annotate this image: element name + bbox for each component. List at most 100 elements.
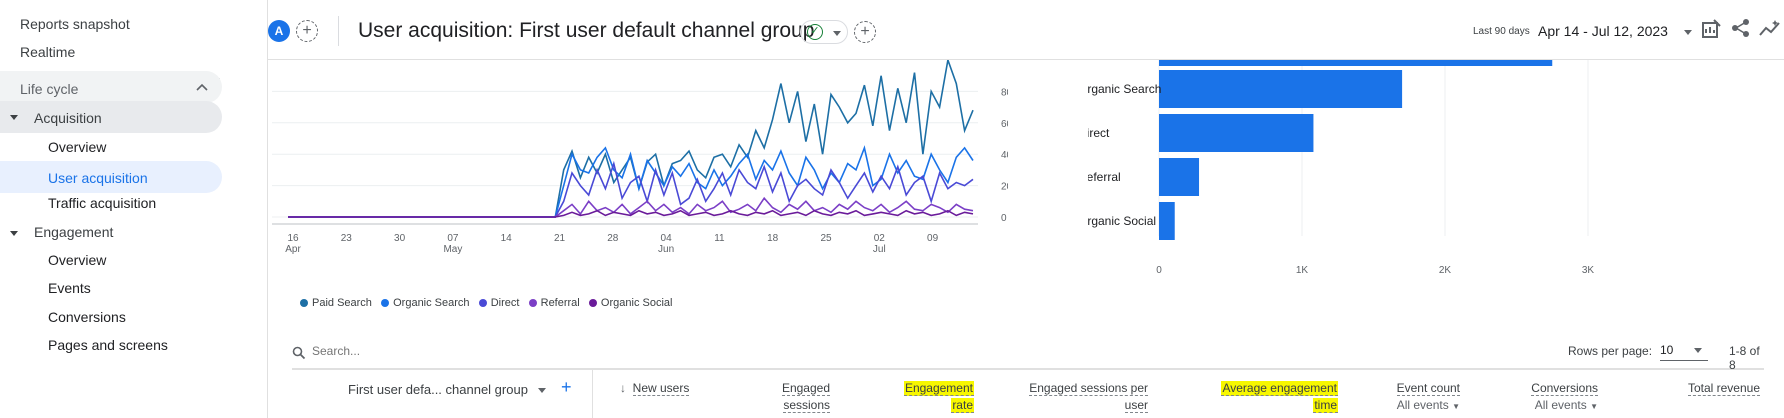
x-tick-label: 1K	[1296, 265, 1309, 276]
bar-chart[interactable]: 0 1K 2K 3K Organic Search Direct Referral Organ…	[1088, 60, 1748, 292]
column-total-revenue[interactable]: Total revenue	[1687, 381, 1760, 396]
sidebar-item-acq-overview[interactable]: Overview	[48, 139, 107, 155]
sidebar-user-acquisition-label: User acquisition	[48, 170, 148, 186]
bar-category-label: Referral	[1088, 170, 1121, 184]
avatar[interactable]: A	[268, 20, 290, 42]
dropdown-arrow-icon	[833, 31, 841, 36]
x-tick-label: 02	[874, 233, 886, 244]
dropdown-arrow-icon	[1694, 348, 1702, 353]
x-month-label: Apr	[285, 244, 301, 255]
series-line-paid-search[interactable]	[288, 56, 974, 218]
legend-item-paid-search[interactable]: Paid Search	[300, 297, 372, 309]
sidebar-nav: Reports snapshot Realtime Life cycle Acq…	[0, 0, 268, 418]
sidebar-item-user-acquisition[interactable]: User acquisition	[0, 161, 222, 193]
sidebar-engagement-label: Engagement	[34, 224, 114, 240]
insights-icon[interactable]	[1758, 18, 1782, 40]
sidebar-item-eng-overview[interactable]: Overview	[48, 252, 107, 268]
sidebar-item-reports-snapshot[interactable]: Reports snapshot	[20, 16, 130, 32]
rows-per-page-label: Rows per page:	[1568, 344, 1653, 358]
caret-down-icon	[10, 231, 18, 236]
bar-direct[interactable]	[1159, 114, 1314, 152]
y-tick-label: 80	[1001, 87, 1008, 98]
share-icon[interactable]	[1730, 17, 1752, 39]
page-title: User acquisition: First user default cha…	[358, 19, 815, 42]
x-tick-label: 07	[447, 233, 459, 244]
sidebar-item-acquisition[interactable]: Acquisition	[0, 101, 222, 133]
column-engaged-sessions[interactable]: Engaged sessions	[781, 381, 830, 413]
date-range-picker[interactable]: Apr 14 - Jul 12, 2023	[1538, 23, 1668, 39]
legend-item-referral[interactable]: Referral	[528, 297, 580, 309]
sort-desc-icon: ↓	[620, 381, 626, 395]
x-tick-label: 09	[927, 233, 939, 244]
dimension-dropdown-icon[interactable]	[538, 388, 546, 393]
bar-paid-search[interactable]	[1159, 60, 1553, 66]
y-tick-label: 40	[1001, 150, 1008, 161]
y-tick-label: 20	[1001, 182, 1008, 193]
date-range-value: Apr 14 - Jul 12, 2023	[1538, 23, 1668, 39]
add-filter-icon[interactable]: +	[854, 21, 876, 43]
caret-down-icon	[10, 115, 18, 120]
x-month-label: May	[443, 244, 462, 255]
search-icon	[292, 346, 306, 360]
x-tick-label: 0	[1156, 265, 1162, 276]
sidebar-item-realtime[interactable]: Realtime	[20, 44, 76, 60]
sidebar-item-pages-screens[interactable]: Pages and screens	[48, 337, 168, 353]
bar-organic-search[interactable]	[1159, 70, 1403, 108]
data-table: Rows per page: 10 1-8 of 8 First user de…	[268, 333, 1784, 418]
pagination-range: 1-8 of 8	[1729, 344, 1760, 372]
report-status-chip[interactable]: ✓	[800, 20, 848, 44]
column-event-count[interactable]: Event count All events ▼	[1396, 381, 1460, 412]
event-count-filter[interactable]: All events	[1396, 398, 1449, 412]
sidebar-acquisition-label: Acquisition	[34, 110, 102, 126]
bar-category-label: Direct	[1088, 126, 1110, 140]
bar-organic-social[interactable]	[1159, 202, 1175, 240]
bar-referral[interactable]	[1159, 158, 1200, 196]
table-search-input[interactable]	[312, 341, 612, 361]
sidebar-section-lifecycle[interactable]: Life cycle	[0, 71, 222, 103]
charts-area: 0 20 40 60 80 16 23 30 07 14 21 28 04 11 18 25 02 09 Apr Ma…	[268, 56, 1594, 297]
x-tick-label: 2K	[1439, 265, 1452, 276]
table-toolbar: Rows per page: 10 1-8 of 8	[292, 333, 1764, 372]
legend-item-direct[interactable]: Direct	[478, 297, 519, 309]
x-tick-label: 11	[714, 233, 725, 244]
sidebar-item-events[interactable]: Events	[48, 280, 91, 296]
x-tick-label: 3K	[1582, 265, 1595, 276]
check-circle-icon: ✓	[807, 24, 823, 40]
customize-report-icon[interactable]	[1700, 18, 1722, 40]
sidebar-lifecycle-label: Life cycle	[20, 81, 79, 97]
conversions-filter[interactable]: All events	[1534, 398, 1587, 412]
add-comparison-icon[interactable]: +	[296, 20, 318, 42]
rows-per-page-select[interactable]: 10	[1660, 339, 1708, 361]
sidebar-item-traffic-acquisition[interactable]: Traffic acquisition	[48, 195, 157, 211]
row-divider	[292, 369, 1764, 370]
x-tick-label: 28	[607, 233, 619, 244]
date-range-label: Last 90 days	[1473, 26, 1530, 37]
column-divider	[592, 370, 593, 418]
x-tick-label: 04	[661, 233, 673, 244]
header-divider	[338, 16, 339, 46]
bar-category-label: Organic Search	[1088, 82, 1161, 96]
sidebar-item-conversions[interactable]: Conversions	[48, 309, 126, 325]
date-dropdown-icon[interactable]	[1684, 30, 1692, 35]
x-tick-label: 25	[820, 233, 832, 244]
column-conversions[interactable]: Conversions All events ▼	[1531, 381, 1598, 412]
column-avg-engagement-time[interactable]: Average engagement time	[1221, 381, 1338, 413]
x-tick-label: 16	[287, 233, 299, 244]
legend-item-organic-social[interactable]: Organic Social	[588, 297, 672, 309]
x-tick-label: 23	[341, 233, 353, 244]
column-new-users[interactable]: ↓ New users	[620, 381, 690, 396]
legend-item-organic-search[interactable]: Organic Search	[381, 297, 470, 309]
column-engaged-sessions-per-user[interactable]: Engaged sessions per user	[1029, 381, 1148, 413]
x-tick-label: 14	[501, 233, 513, 244]
x-month-label: Jun	[658, 244, 674, 255]
series-line-organic-social[interactable]	[288, 209, 974, 218]
column-engagement-rate[interactable]: Engagement rate	[903, 381, 974, 413]
report-header: A + User acquisition: First user default…	[268, 0, 1784, 60]
add-dimension-icon[interactable]: +	[561, 377, 572, 397]
line-chart[interactable]: 0 20 40 60 80 16 23 30 07 14 21 28 04 11 18 25 02 09 Apr Ma…	[268, 56, 1013, 292]
y-tick-label: 0	[1001, 213, 1007, 224]
y-tick-label: 60	[1001, 119, 1008, 130]
dimension-selector[interactable]: First user defa... channel group	[348, 382, 528, 397]
x-tick-label: 18	[767, 233, 779, 244]
chart-legend: Paid Search Organic Search Direct Referr…	[300, 297, 672, 309]
